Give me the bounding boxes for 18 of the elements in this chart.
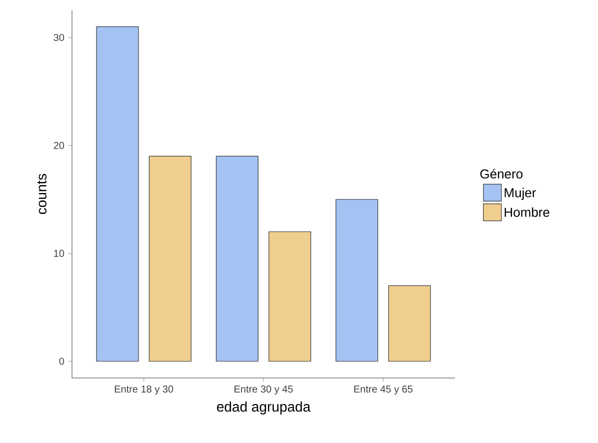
bar bbox=[148, 156, 192, 362]
y-tick-label: 30 bbox=[54, 34, 64, 42]
bar bbox=[216, 156, 258, 362]
y-tick-label: 0 bbox=[59, 358, 64, 365]
bar bbox=[268, 231, 312, 362]
bar bbox=[96, 26, 139, 362]
bar bbox=[336, 199, 378, 362]
y-axis-title: counts bbox=[37, 174, 46, 214]
legend-label: Mujer bbox=[504, 188, 536, 200]
legend-label: Hombre bbox=[504, 207, 550, 217]
x-tick-label: Entre 45 y 65 bbox=[354, 386, 412, 395]
bar bbox=[388, 285, 431, 362]
y-tick-label: 10 bbox=[54, 250, 64, 257]
legend-title: Género bbox=[480, 168, 522, 179]
y-tick-label: 20 bbox=[54, 142, 64, 149]
x-tick-label: Entre 18 y 30 bbox=[114, 386, 174, 395]
x-tick-label: Entre 30 y 45 bbox=[234, 386, 293, 395]
x-axis-title: edad agrupada bbox=[216, 401, 311, 414]
